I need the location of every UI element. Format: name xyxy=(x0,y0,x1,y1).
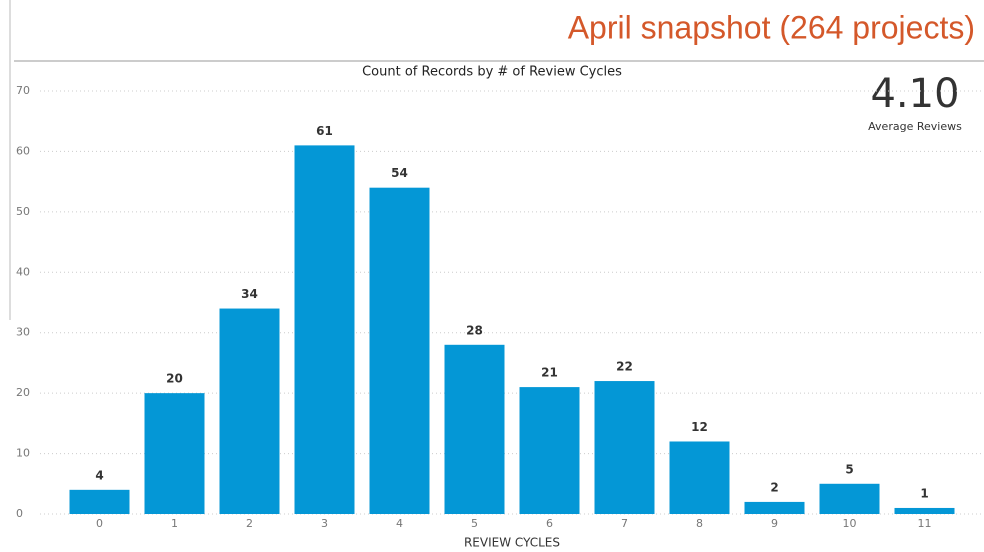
header-title: April snapshot (264 projects) xyxy=(568,9,975,45)
data-label: 22 xyxy=(616,360,633,374)
y-tick-label: 30 xyxy=(16,326,30,339)
data-label: 4 xyxy=(95,468,103,482)
y-tick-label: 0 xyxy=(16,507,23,520)
y-tick-label: 20 xyxy=(16,386,30,399)
x-tick-label: 11 xyxy=(918,517,932,530)
data-label: 5 xyxy=(845,462,853,476)
x-axis-title: REVIEW CYCLES xyxy=(464,536,560,550)
bar xyxy=(519,387,580,514)
x-tick-label: 4 xyxy=(396,517,403,530)
y-tick-label: 10 xyxy=(16,447,30,460)
x-tick-label: 10 xyxy=(843,517,857,530)
x-tick-label: 6 xyxy=(546,517,553,530)
data-label: 54 xyxy=(391,166,408,180)
chart-title: Count of Records by # of Review Cycles xyxy=(362,65,622,80)
data-label: 1 xyxy=(920,486,928,500)
data-label: 28 xyxy=(466,323,483,337)
x-tick-label: 0 xyxy=(96,517,103,530)
x-tick-label: 2 xyxy=(246,517,253,530)
bar xyxy=(219,308,280,514)
data-label: 12 xyxy=(691,420,708,434)
data-label: 20 xyxy=(166,372,183,386)
x-tick-label: 1 xyxy=(171,517,178,530)
bar xyxy=(144,393,205,514)
bar xyxy=(744,501,805,514)
bar xyxy=(594,381,655,514)
kpi-value: 4.10 xyxy=(870,71,959,117)
bar xyxy=(369,187,430,514)
x-tick-label: 5 xyxy=(471,517,478,530)
data-label: 21 xyxy=(541,366,558,380)
data-label: 61 xyxy=(316,124,333,138)
x-tick-label: 8 xyxy=(696,517,703,530)
x-tick-label: 9 xyxy=(771,517,778,530)
kpi-label: Average Reviews xyxy=(868,120,962,133)
y-tick-label: 40 xyxy=(16,265,30,278)
x-tick-label: 7 xyxy=(621,517,628,530)
x-tick-label: 3 xyxy=(321,517,328,530)
y-tick-label: 60 xyxy=(16,144,30,157)
data-label: 34 xyxy=(241,287,258,301)
bar xyxy=(669,441,730,514)
bar xyxy=(69,489,130,514)
data-label: 2 xyxy=(770,480,778,494)
bar xyxy=(444,344,505,514)
y-tick-label: 50 xyxy=(16,205,30,218)
y-tick-label: 70 xyxy=(16,84,30,97)
bar xyxy=(819,483,880,514)
bar xyxy=(894,507,955,514)
bar xyxy=(294,145,355,514)
